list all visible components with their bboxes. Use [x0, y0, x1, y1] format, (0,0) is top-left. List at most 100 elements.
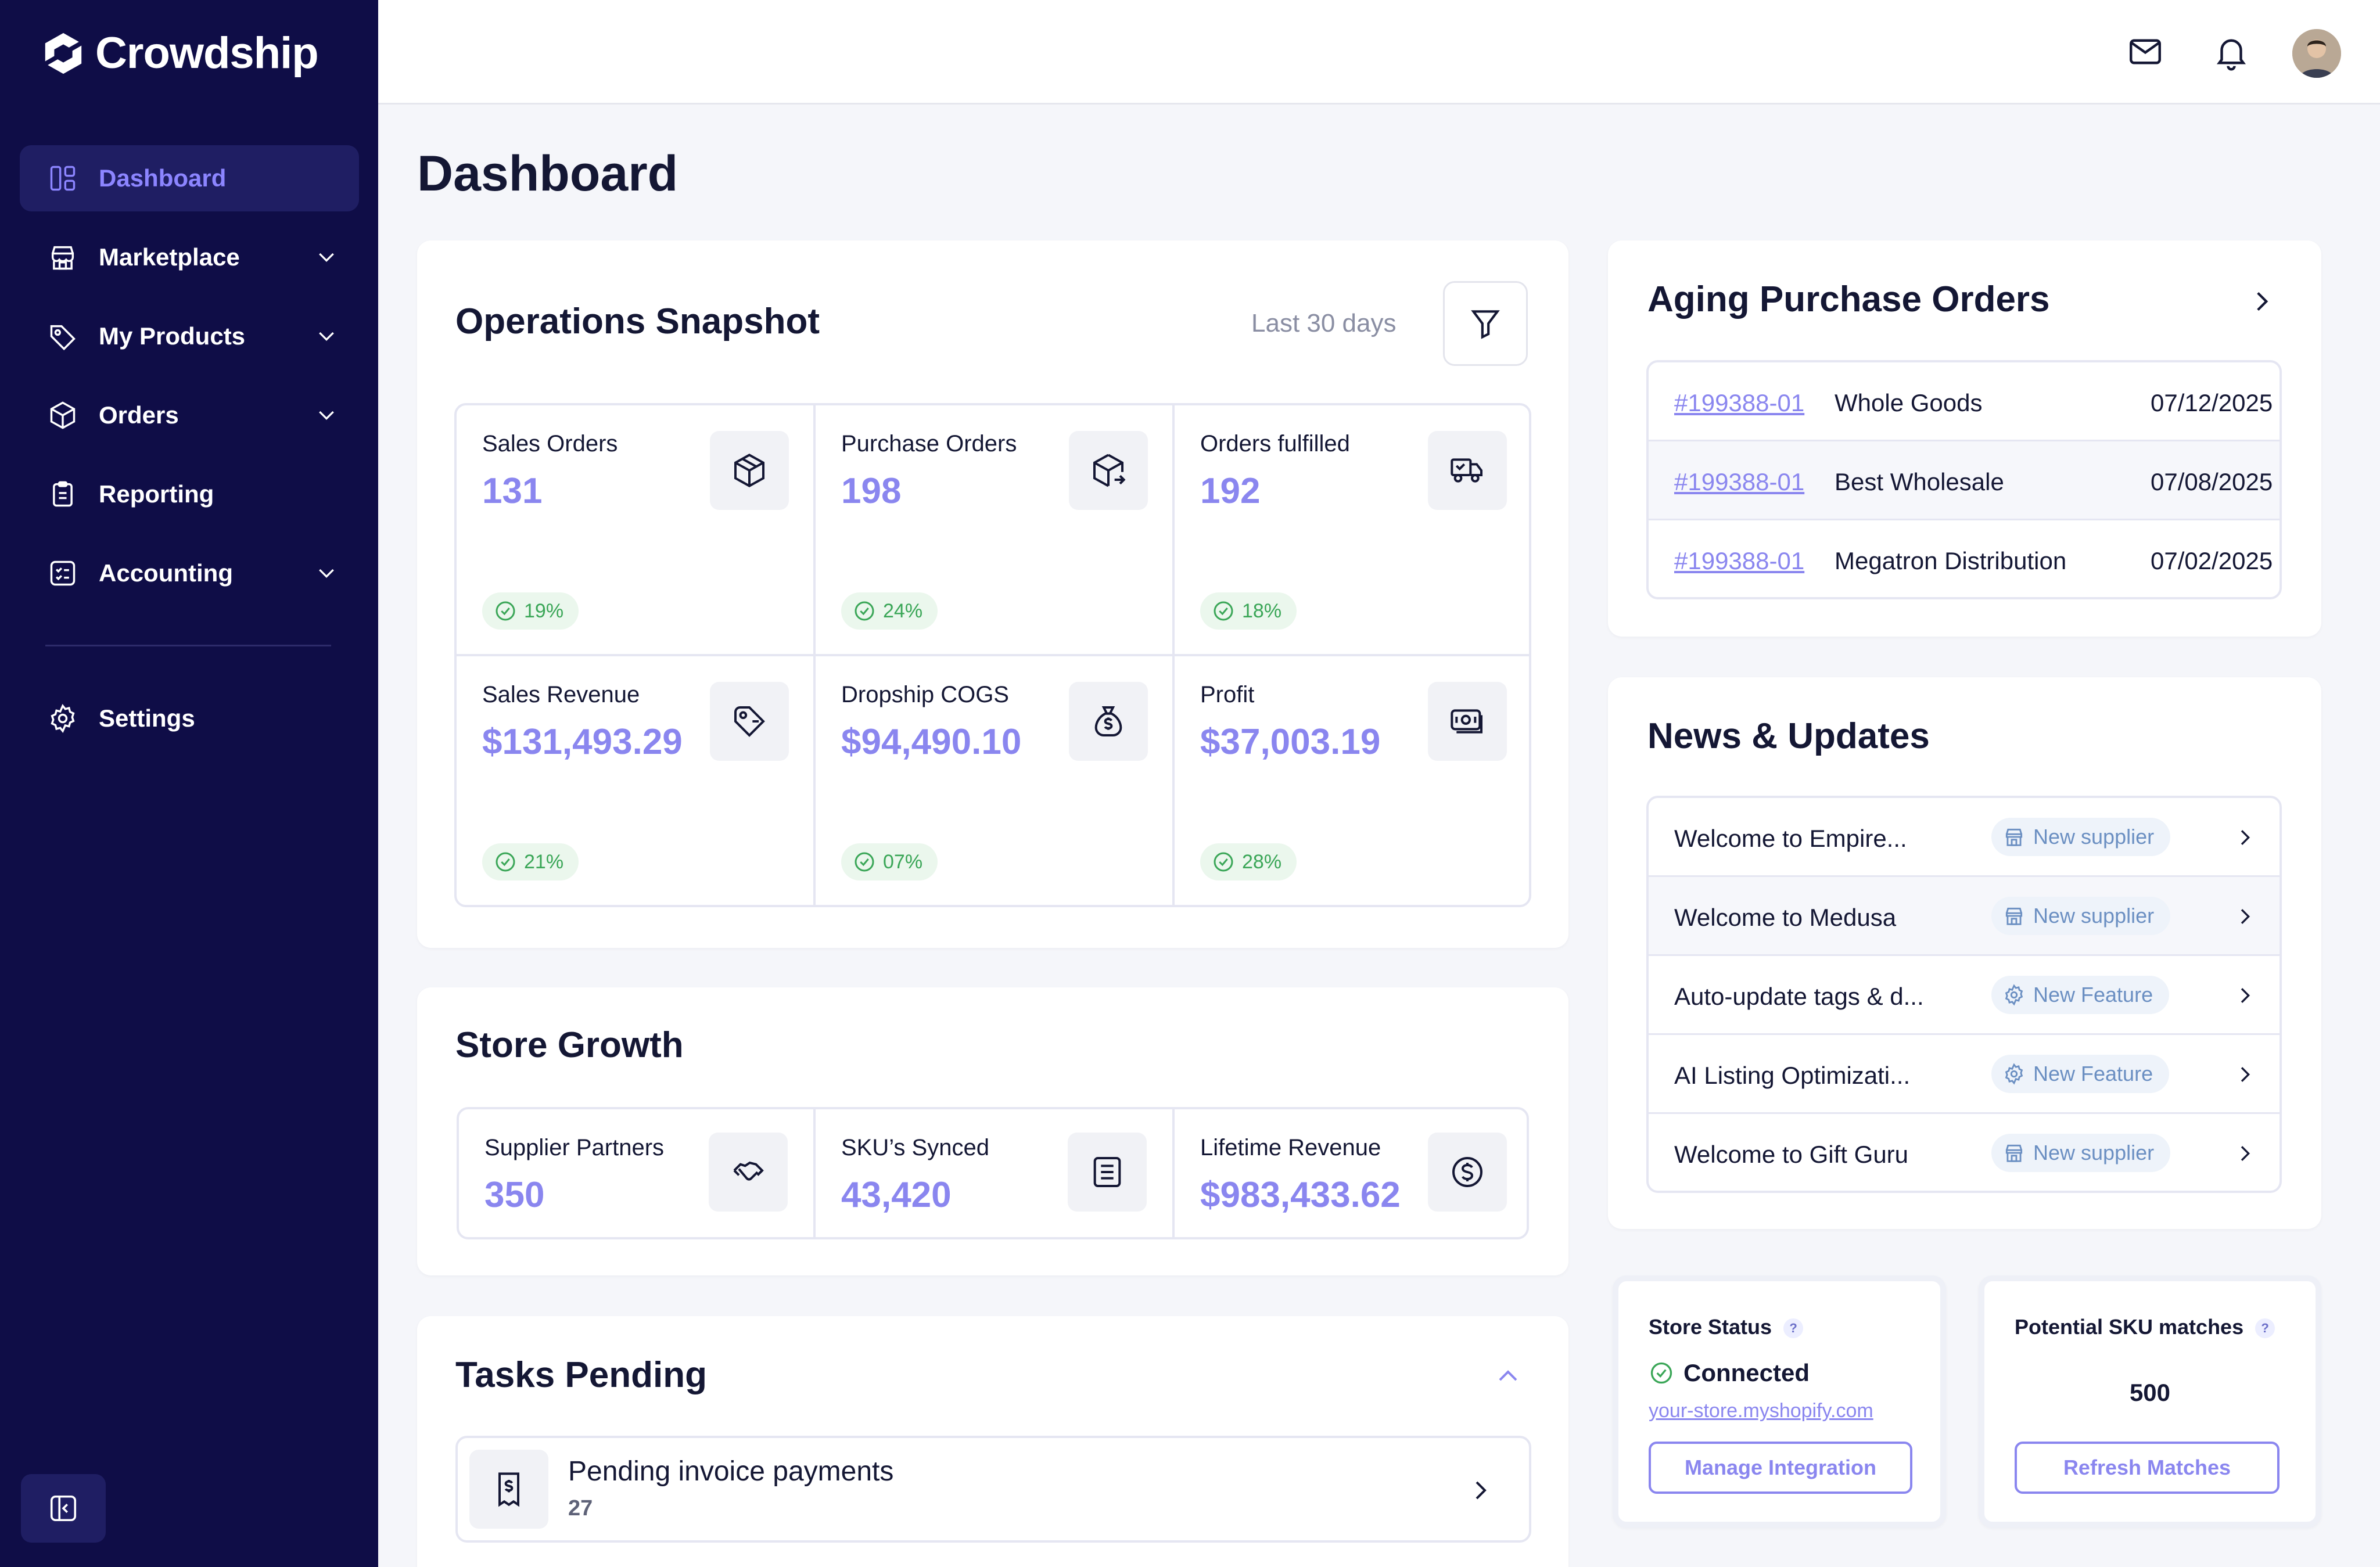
list-item[interactable]: Welcome to Gift Guru New supplier	[1649, 1114, 2280, 1191]
bell-icon[interactable]	[2212, 33, 2250, 71]
sidebar-item-orders[interactable]: Orders	[20, 382, 359, 448]
sidebar: Crowdship Dashboard Marketplace My	[0, 0, 378, 1567]
store-icon	[2005, 828, 2023, 846]
filter-button[interactable]	[1443, 281, 1528, 366]
table-row[interactable]: #199388-01 Whole Goods 07/12/2025	[1649, 362, 2280, 441]
table-row[interactable]: #199388-01 Best Wholesale 07/08/2025	[1649, 441, 2280, 520]
po-link[interactable]: #199388-01	[1674, 468, 1805, 495]
chevron-right-icon[interactable]	[1466, 1476, 1494, 1504]
store-icon	[46, 241, 79, 274]
table-row[interactable]: #199388-01 Megatron Distribution 07/02/2…	[1649, 520, 2280, 597]
gear-icon	[2005, 1063, 2023, 1085]
chevron-down-icon[interactable]	[315, 403, 338, 426]
cash-icon	[1428, 682, 1507, 761]
manage-integration-button[interactable]: Manage Integration	[1649, 1442, 1912, 1494]
check-circle-icon	[1650, 1362, 1672, 1384]
sidebar-settings-group: Settings	[20, 685, 359, 764]
list-item[interactable]: Welcome to Medusa New supplier	[1649, 877, 2280, 956]
metric-supplier-partners[interactable]: Supplier Partners 350	[459, 1109, 816, 1237]
aging-purchase-orders-title: Aging Purchase Orders	[1647, 279, 2050, 319]
handshake-icon	[709, 1133, 788, 1212]
sidebar-item-settings[interactable]: Settings	[20, 685, 359, 752]
metric-value: $131,493.29	[482, 722, 683, 762]
chevron-down-icon[interactable]	[315, 245, 338, 268]
avatar[interactable]	[2292, 29, 2341, 78]
chevron-up-icon[interactable]	[1494, 1363, 1522, 1390]
chevron-right-icon[interactable]	[2233, 984, 2256, 1007]
box-icon	[46, 399, 79, 432]
metric-sales-revenue[interactable]: Sales Revenue $131,493.29 21%	[457, 656, 816, 905]
metric-lifetime-revenue[interactable]: Lifetime Revenue $983,433.62	[1175, 1109, 1527, 1237]
metric-skus-synced[interactable]: SKU’s Synced 43,420	[816, 1109, 1175, 1237]
brand-name: Crowdship	[95, 28, 319, 78]
po-date: 07/08/2025	[2151, 468, 2273, 495]
list-icon	[1068, 1133, 1147, 1212]
metric-dropship-cogs[interactable]: Dropship COGS $94,490.10 07%	[816, 656, 1175, 905]
refresh-matches-button[interactable]: Refresh Matches	[2015, 1442, 2280, 1494]
price-tag-icon	[710, 682, 789, 761]
list-item[interactable]: Welcome to Empire... New supplier	[1649, 798, 2280, 877]
brand-logo[interactable]: Crowdship	[41, 28, 319, 78]
aging-po-table: #199388-01 Whole Goods 07/12/2025 #19938…	[1646, 360, 2282, 599]
news-list: Welcome to Empire... New supplier Welcom…	[1646, 796, 2282, 1193]
mail-icon[interactable]	[2126, 33, 2164, 71]
store-growth-card: Store Growth Supplier Partners 350 SKU’s…	[417, 987, 1568, 1275]
sidebar-item-reporting[interactable]: Reporting	[20, 461, 359, 527]
news-title: Auto-update tags & d...	[1674, 983, 1924, 1010]
operations-snapshot-card: Operations Snapshot Last 30 days Sales O…	[417, 240, 1568, 948]
list-item[interactable]: Auto-update tags & d... New Feature	[1649, 956, 2280, 1035]
store-status-title: Store Status?	[1649, 1315, 1804, 1339]
vendor-name: Whole Goods	[1835, 389, 1983, 416]
sidebar-item-dashboard[interactable]: Dashboard	[20, 145, 359, 211]
top-bar	[378, 0, 2380, 105]
news-title: Welcome to Medusa	[1674, 904, 1897, 931]
invoice-icon	[469, 1450, 548, 1529]
metric-label: SKU’s Synced	[841, 1135, 989, 1160]
change-badge: 19%	[482, 592, 579, 630]
crowdship-logo-icon	[42, 33, 84, 74]
store-status-card: Store Status? Connected your-store.mysho…	[1613, 1275, 1946, 1528]
store-growth-title: Store Growth	[455, 1025, 684, 1065]
operations-metrics-grid: Sales Orders 131 19% Purchase Orders 198…	[454, 403, 1531, 907]
metric-label: Sales Orders	[482, 431, 618, 457]
store-icon	[2005, 1144, 2023, 1162]
help-icon[interactable]: ?	[1783, 1318, 1804, 1339]
sidebar-item-label: Dashboard	[99, 164, 227, 192]
chevron-right-icon[interactable]	[2233, 905, 2256, 928]
tag-icon	[46, 320, 79, 353]
po-link[interactable]: #199388-01	[1674, 547, 1805, 574]
chevron-down-icon[interactable]	[315, 324, 338, 347]
task-row-pending-invoices[interactable]: Pending invoice payments 27	[455, 1436, 1531, 1543]
metric-label: Lifetime Revenue	[1200, 1135, 1381, 1160]
sidebar-collapse-button[interactable]	[21, 1474, 106, 1543]
metric-purchase-orders[interactable]: Purchase Orders 198 24%	[816, 405, 1175, 656]
chevron-down-icon[interactable]	[315, 561, 338, 584]
store-url-link[interactable]: your-store.myshopify.com	[1649, 1400, 1873, 1422]
chevron-right-icon[interactable]	[2233, 1142, 2256, 1165]
help-icon[interactable]: ?	[2255, 1318, 2275, 1339]
sidebar-item-label: Marketplace	[99, 243, 240, 271]
po-link[interactable]: #199388-01	[1674, 389, 1805, 416]
news-tag: New Feature	[1991, 976, 2170, 1014]
chevron-right-icon[interactable]	[2233, 826, 2256, 849]
check-circle-icon	[855, 852, 874, 872]
sidebar-item-label: Reporting	[99, 480, 214, 508]
list-item[interactable]: AI Listing Optimizati... New Feature	[1649, 1035, 2280, 1114]
metric-sales-orders[interactable]: Sales Orders 131 19%	[457, 405, 816, 656]
connection-status: Connected	[1649, 1359, 1810, 1387]
box-icon	[710, 431, 789, 510]
chevron-right-icon[interactable]	[2247, 287, 2276, 316]
chevron-right-icon[interactable]	[2233, 1063, 2256, 1086]
sidebar-item-my-products[interactable]: My Products	[20, 303, 359, 369]
sidebar-item-accounting[interactable]: Accounting	[20, 540, 359, 606]
dollar-circle-icon	[1428, 1133, 1507, 1212]
sidebar-divider	[45, 645, 331, 646]
metric-orders-fulfilled[interactable]: Orders fulfilled 192 18%	[1175, 405, 1529, 656]
metric-profit[interactable]: Profit $37,003.19 28%	[1175, 656, 1529, 905]
sidebar-item-marketplace[interactable]: Marketplace	[20, 224, 359, 290]
dashboard-icon	[46, 162, 79, 195]
date-range-label[interactable]: Last 30 days	[1251, 309, 1397, 337]
metric-label: Sales Revenue	[482, 682, 640, 707]
check-circle-icon	[855, 601, 874, 621]
collapse-sidebar-icon	[50, 1495, 77, 1522]
